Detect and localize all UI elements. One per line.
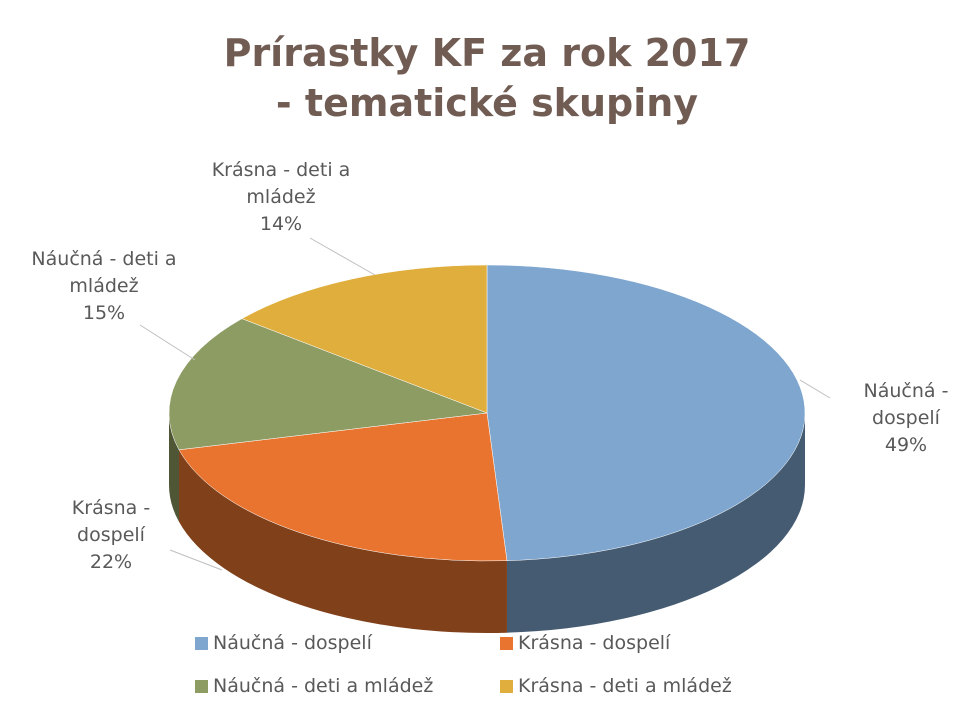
leader-line [169,549,223,571]
slice-side [178,449,507,633]
legend-item: Krásna - dospelí [500,632,670,654]
data-label-category: Krásna - dospelí [71,497,151,546]
data-label-category: Náučná - dospelí [863,380,949,429]
legend-label: Náučná - dospelí [213,632,372,654]
data-label-value: 14% [259,213,303,235]
legend-swatch [195,636,208,650]
slice-side [169,413,179,522]
legend-item: Náučná - dospelí [195,632,372,654]
slice [178,412,508,562]
data-label-value: 22% [89,551,133,573]
legend-swatch [195,679,208,693]
legend-item: Krásna - deti a mládež [500,675,732,697]
data-label-value: 49% [884,434,928,456]
leader-line [139,324,196,361]
slice [241,264,488,414]
legend-item: Náučná - deti a mládež [195,675,433,697]
data-label-value: 15% [82,302,126,324]
data-label-category: Krásna - deti a mládež [211,159,351,208]
legend-swatch [500,679,513,693]
legend-label: Krásna - dospelí [518,632,671,654]
data-label: Náučná - dospelí 49% [850,378,958,459]
slice-side [506,413,805,633]
legend-label: Náučná - deti a mládež [213,675,434,697]
slice [168,318,488,451]
legend-swatch [500,636,513,650]
chart-title: Prírastky KF za rok 2017 - tematické sku… [223,31,751,125]
leader-line [309,237,376,276]
data-label: Krásna - dospelí 22% [52,495,170,576]
legend-label: Krásna - deti a mládež [518,675,732,697]
data-label: Náučná - deti a mládež 15% [14,246,194,327]
slice [486,264,806,561]
data-label: Krásna - deti a mládež 14% [190,157,372,238]
leader-line [799,379,831,399]
data-label-category: Náučná - deti a mládež [31,248,177,297]
